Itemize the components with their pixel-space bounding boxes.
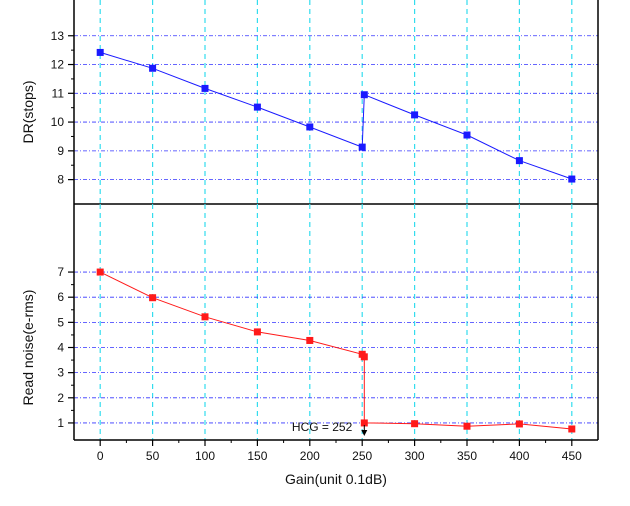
- y-tick-label: 11: [52, 86, 65, 100]
- x-tick-label: 50: [146, 449, 160, 463]
- data-point: [201, 84, 209, 92]
- data-point: [515, 157, 523, 165]
- x-axis-title: Gain(unit 0.1dB): [285, 471, 387, 487]
- data-point: [411, 111, 419, 119]
- data-point: [568, 425, 576, 433]
- data-point: [411, 420, 419, 428]
- panel-0: 8 9 10 11 12 13 DR(stops): [20, 0, 599, 205]
- x-tick-label: 350: [457, 449, 477, 463]
- data-point: [463, 131, 471, 139]
- panel-1: 1 2 3 4 5 6 7 0 50 100 150 200 250 300 350 400 450 Read n…: [20, 204, 599, 487]
- x-tick-label: 0: [97, 449, 104, 463]
- data-point: [201, 313, 209, 321]
- data-point: [568, 175, 576, 183]
- y-tick-label: 4: [57, 341, 64, 355]
- y-tick-label: 10: [51, 115, 65, 129]
- data-point: [360, 91, 368, 99]
- data-point: [149, 64, 157, 72]
- data-point: [149, 294, 157, 302]
- x-tick-label: 400: [509, 449, 529, 463]
- data-point: [360, 419, 368, 427]
- data-point: [96, 268, 104, 276]
- y-tick-label: 13: [51, 29, 65, 43]
- y-tick-label: 7: [57, 265, 64, 279]
- y-tick-label: 3: [57, 366, 64, 380]
- y-tick-label: 12: [51, 58, 65, 72]
- data-point: [358, 143, 366, 151]
- data-point: [253, 103, 261, 111]
- y-tick-label: 1: [57, 416, 64, 430]
- data-point: [306, 336, 314, 344]
- series-line: [99, 271, 572, 430]
- y-axis-title: DR(stops): [20, 80, 36, 143]
- y-tick-label: 8: [57, 173, 64, 187]
- data-point: [253, 328, 261, 336]
- data-point: [463, 422, 471, 430]
- annotation-arrow-head: [361, 430, 368, 436]
- series-line: [100, 51, 572, 180]
- data-point: [515, 420, 523, 428]
- y-axis-title: Read noise(e-rms): [20, 290, 36, 406]
- y-tick-label: 2: [57, 391, 64, 405]
- x-tick-label: 150: [247, 449, 267, 463]
- y-tick-label: 6: [57, 290, 64, 304]
- x-tick-label: 200: [300, 449, 320, 463]
- x-tick-label: 100: [195, 449, 215, 463]
- annotation-label: HCG = 252: [292, 420, 353, 434]
- x-tick-label: 450: [562, 449, 582, 463]
- x-tick-label: 300: [405, 449, 425, 463]
- x-tick-label: 250: [352, 449, 372, 463]
- y-tick-label: 5: [57, 315, 64, 329]
- data-point: [96, 48, 104, 56]
- data-point: [306, 123, 314, 131]
- y-tick-label: 9: [57, 144, 64, 158]
- data-point: [360, 353, 368, 361]
